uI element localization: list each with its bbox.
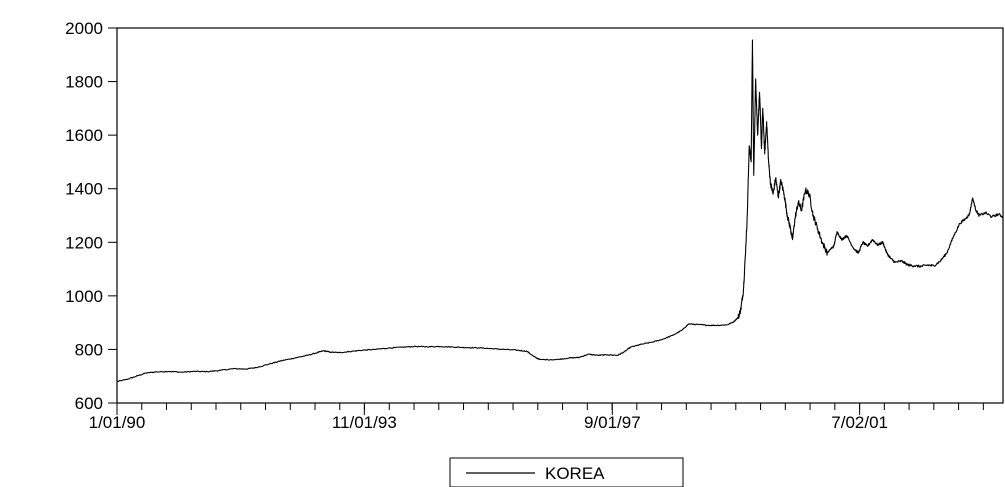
y-tick-label: 1400	[65, 180, 103, 199]
x-tick-label: 1/01/90	[89, 413, 146, 432]
y-tick-label: 1200	[65, 233, 103, 252]
y-tick-label: 800	[75, 340, 103, 359]
x-tick-label: 9/01/97	[584, 413, 641, 432]
legend-label: KOREA	[545, 464, 605, 483]
y-tick-label: 600	[75, 394, 103, 413]
y-tick-label: 1800	[65, 73, 103, 92]
plot-area	[116, 27, 1004, 404]
y-axis: 600 800 1000 1200 1400 1600 1800 2000	[65, 19, 117, 413]
y-tick-label: 1600	[65, 126, 103, 145]
x-tick-label: 11/01/93	[332, 413, 397, 432]
legend: KOREA	[449, 457, 684, 487]
x-tick-label: 7/02/01	[831, 413, 888, 432]
series-layer	[116, 39, 1004, 383]
y-tick-label: 2000	[65, 19, 103, 38]
series-line-korea	[116, 39, 1004, 383]
x-axis: 1/01/90 11/01/93 9/01/97 7/02/01	[89, 403, 984, 432]
y-tick-label: 1000	[65, 287, 103, 306]
